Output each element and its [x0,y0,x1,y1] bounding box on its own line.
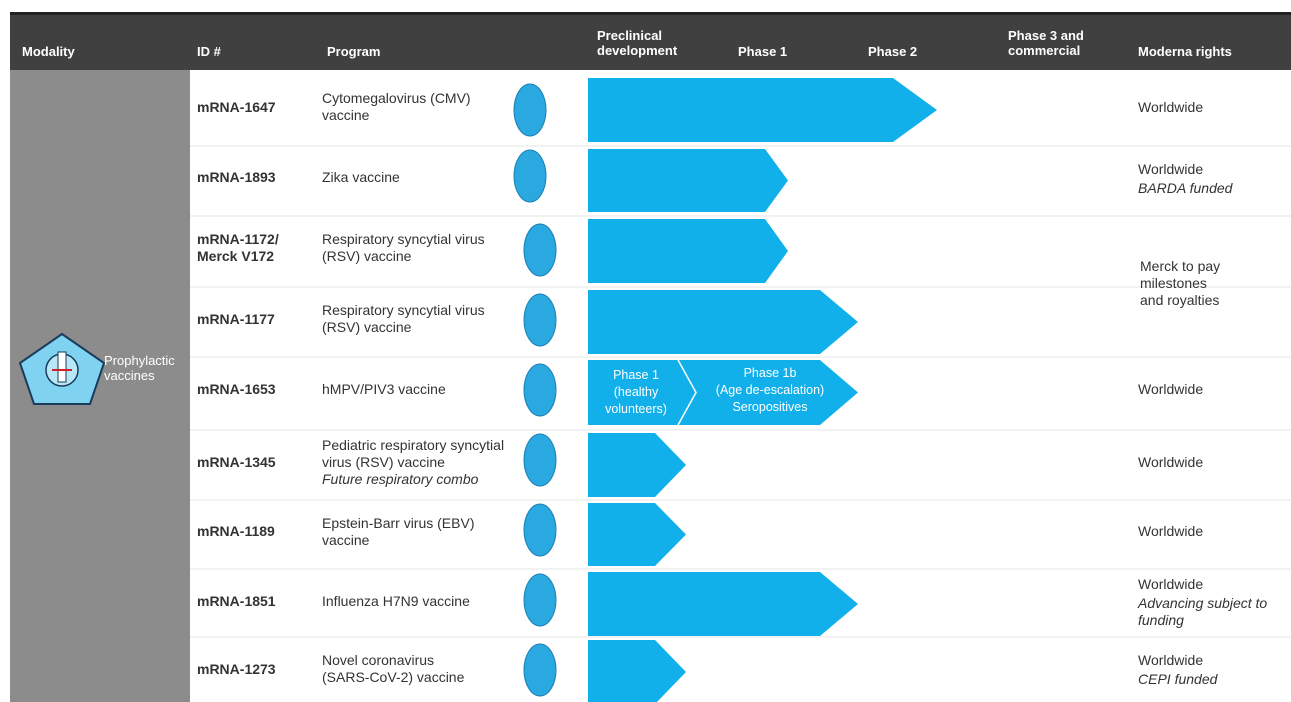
rights: Merck to pay milestones and royalties [1140,258,1221,308]
column-header: Modality [22,44,75,59]
virus-icon [523,503,557,557]
virus-icon [513,83,547,137]
stage-divider [677,359,697,426]
stage-arrow [588,149,788,212]
program-name: Pediatric respiratory syncytial virus (R… [322,436,505,470]
program-name: Respiratory syncytial virus (RSV) vaccin… [322,302,485,335]
program-name: Influenza H7N9 vaccine [322,592,470,609]
column-header: Moderna rights [1138,44,1232,59]
program-id: mRNA-1893 [197,169,276,185]
program-name: Respiratory syncytial virus (RSV) vaccin… [322,231,485,264]
virus-icon [523,223,557,277]
rights-note: CEPI funded [1138,671,1218,687]
rights: Worldwide [1138,160,1204,177]
stage-arrow [588,572,858,636]
program-id: mRNA-1345 [197,453,276,470]
stage-arrow [588,290,858,354]
program-id: mRNA-1653 [197,381,276,397]
rights: Worldwide [1138,98,1204,115]
program-name: Novel coronavirus (SARS-CoV-2) vaccine [322,652,465,685]
virus-icon [523,573,557,627]
program-id: mRNA-1851 [197,592,276,609]
program-id: mRNA-1172/ Merck V172 [197,231,279,264]
stage-arrow [588,503,686,566]
virus-icon [523,643,557,697]
column-header: ID # [197,44,221,59]
rights: Worldwide [1138,652,1204,668]
program-id: mRNA-1647 [197,98,276,115]
modality-icon [18,332,106,405]
stage-label: Phase 1b (Age de-escalation) Seropositiv… [715,366,825,414]
virus-icon [523,363,557,417]
stage-arrow [588,433,686,497]
column-header: Phase 3 and commercial [1008,28,1084,58]
program-name: Cytomegalovirus (CMV) vaccine [322,90,471,123]
rights-note: BARDA funded [1138,179,1233,196]
column-header: Preclinical development [597,28,678,58]
stage-arrow [588,360,858,425]
rights: Worldwide [1138,453,1204,470]
program-name: Zika vaccine [322,169,400,185]
column-header: Phase 2 [868,44,918,59]
stage-arrow [588,219,788,283]
column-header: Phase 1 [738,44,788,59]
column-header: Program [327,44,381,59]
stage-label: Phase 1 (healthy volunteers) [605,368,667,416]
rights: Worldwide [1138,381,1204,397]
program-note: Future respiratory combo [322,470,479,487]
program-id: mRNA-1177 [197,310,275,327]
rights-note: Advancing subject to funding [1138,594,1268,628]
rights: Worldwide [1138,575,1204,592]
program-name: Epstein-Barr virus (EBV) vaccine [322,514,475,548]
header-bar [10,15,1291,70]
stage-arrow [588,640,686,702]
virus-icon [523,433,557,487]
virus-icon [513,149,547,203]
program-id: mRNA-1189 [197,523,275,539]
program-name: hMPV/PIV3 vaccine [322,381,446,397]
stage-arrow [588,78,937,142]
rights: Worldwide [1138,523,1204,539]
program-id: mRNA-1273 [197,660,276,677]
modality-label: Prophylactic vaccines [104,353,175,383]
virus-icon [523,293,557,347]
